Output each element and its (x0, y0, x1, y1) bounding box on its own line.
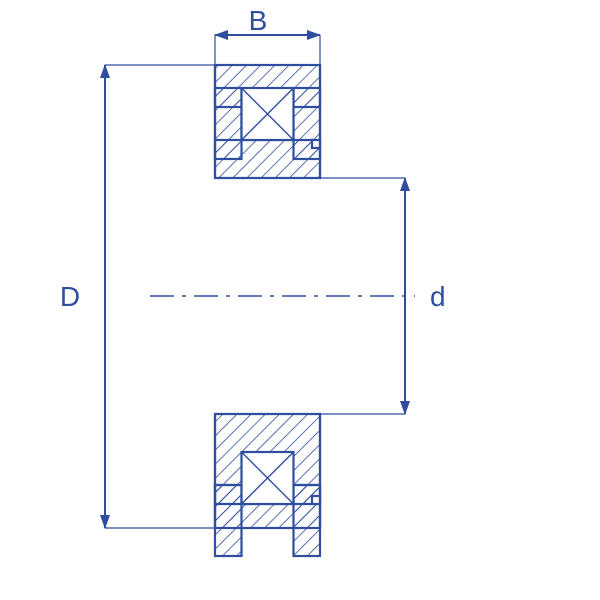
label-width: B (249, 5, 268, 36)
bearing-cross-section-diagram: D d B (0, 0, 600, 600)
label-inner-diameter: d (430, 281, 446, 312)
cross-section (215, 65, 320, 556)
label-outer-diameter: D (60, 281, 80, 312)
